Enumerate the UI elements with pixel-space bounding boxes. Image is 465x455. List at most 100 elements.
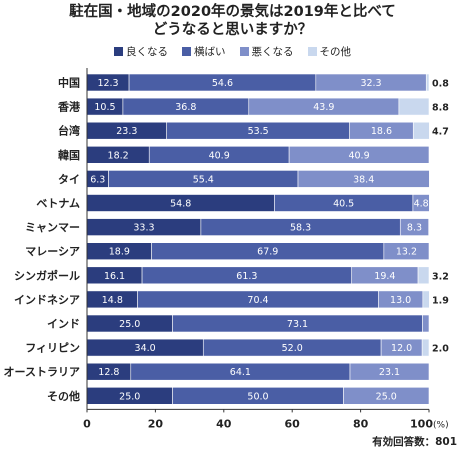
bar-segment-0-3 xyxy=(425,73,430,92)
bar-segment-12-2 xyxy=(349,362,430,381)
legend-swatch-1 xyxy=(182,46,191,56)
bar-segment-13-2 xyxy=(343,386,430,405)
bar-segment-4-2 xyxy=(297,170,430,188)
bar-segment-3-2 xyxy=(288,146,430,164)
data-label-11-1: 52.0 xyxy=(282,343,303,354)
data-label-5-2: 4.8 xyxy=(414,199,429,210)
data-label-2-0: 23.3 xyxy=(116,126,137,137)
data-label-3-1: 40.9 xyxy=(209,150,230,161)
bar-segment-5-2 xyxy=(412,194,430,212)
data-label-8-1: 61.3 xyxy=(236,271,257,282)
category-label-5: ベトナム xyxy=(36,197,80,210)
category-label-1: 香港 xyxy=(57,100,81,114)
data-label-0-2: 32.3 xyxy=(360,78,381,89)
category-label-12: オーストラリア xyxy=(4,366,80,379)
legend-swatch-2 xyxy=(239,46,249,56)
data-label-12-2: 23.1 xyxy=(379,367,400,378)
category-label-8: シンガポール xyxy=(14,268,80,282)
data-label-13-2: 25.0 xyxy=(376,391,397,402)
x-tick-label-1: 20 xyxy=(148,417,164,430)
category-label-10: インド xyxy=(47,318,80,331)
legend-label-1: 横ばい xyxy=(194,45,226,58)
data-label-10-1: 73.1 xyxy=(287,319,308,330)
bar-segment-9-3 xyxy=(422,290,430,309)
category-label-3: 韓国 xyxy=(58,148,80,162)
data-label-2-2: 18.6 xyxy=(371,126,392,137)
bar-segment-10-2 xyxy=(422,314,430,333)
data-label-9-0: 14.8 xyxy=(102,295,123,306)
data-label-4-2: 38.4 xyxy=(353,174,374,185)
data-label-4-1: 55.4 xyxy=(193,174,214,185)
legend-label-2: 悪くなる xyxy=(251,45,294,58)
bar-segment-1-3 xyxy=(398,97,430,116)
category-label-7: マレーシア xyxy=(25,245,80,258)
chart-title-line1: 駐在国・地域の2020年の景気は2019年と比べて xyxy=(69,4,396,20)
data-label-2-1: 53.5 xyxy=(248,126,269,137)
data-label-1-0: 10.5 xyxy=(94,102,115,113)
data-label-0-0: 12.3 xyxy=(97,78,118,89)
chart-title-line2: どうなると思いますか？ xyxy=(152,22,313,38)
data-label-12-0: 12.8 xyxy=(98,367,119,378)
x-tick-label-0: 0 xyxy=(83,417,91,430)
data-label-8-3: 3.2 xyxy=(432,271,449,282)
data-label-0-1: 54.6 xyxy=(212,78,233,89)
legend-label-3: その他 xyxy=(319,45,352,58)
legend-item-0: 良くなる xyxy=(114,44,168,58)
data-label-3-2: 40.9 xyxy=(348,150,369,161)
data-label-4-0: 6.3 xyxy=(90,174,105,185)
data-label-6-2: 8.3 xyxy=(407,223,422,234)
x-axis-unit: (%) xyxy=(433,420,449,430)
data-label-7-1: 67.9 xyxy=(257,247,278,258)
category-label-9: インドネシア xyxy=(14,293,80,306)
data-label-3-0: 18.2 xyxy=(108,150,129,161)
data-label-1-1: 36.8 xyxy=(175,102,196,113)
data-label-5-0: 54.8 xyxy=(170,199,191,210)
category-label-6: ミャンマー xyxy=(25,221,80,234)
data-label-8-2: 19.4 xyxy=(374,271,395,282)
data-label-6-0: 33.3 xyxy=(133,223,154,234)
data-label-7-0: 18.9 xyxy=(109,247,130,258)
data-label-11-3: 2.0 xyxy=(432,344,449,355)
data-label-13-0: 25.0 xyxy=(119,391,140,402)
data-label-12-1: 64.1 xyxy=(230,367,251,378)
legend-item-3: その他 xyxy=(307,44,352,58)
data-label-0-3: 0.8 xyxy=(432,79,449,90)
data-label-11-2: 12.0 xyxy=(391,343,412,354)
data-label-1-3: 8.8 xyxy=(432,103,449,114)
data-label-6-1: 58.3 xyxy=(290,223,311,234)
x-tick-label-3: 60 xyxy=(285,417,301,430)
x-tick-label-2: 40 xyxy=(216,417,232,430)
chart-legend: 良くなる 横ばい 悪くなる その他 xyxy=(0,44,465,58)
data-label-9-3: 1.9 xyxy=(432,295,449,306)
legend-label-0: 良くなる xyxy=(126,45,168,58)
data-label-1-2: 43.9 xyxy=(313,102,334,113)
bar-segment-6-2 xyxy=(399,218,429,236)
data-label-5-1: 40.5 xyxy=(333,199,354,210)
data-label-9-2: 13.0 xyxy=(390,295,411,306)
x-tick-label-5: 100 xyxy=(410,417,433,430)
data-label-11-0: 34.0 xyxy=(135,343,156,354)
legend-item-2: 悪くなる xyxy=(239,44,294,58)
bar-segment-7-2 xyxy=(383,242,430,260)
category-label-0: 中国 xyxy=(58,76,80,90)
bar-segment-8-3 xyxy=(417,266,430,285)
bar-segment-2-3 xyxy=(412,121,430,140)
data-label-10-2: 1.9 xyxy=(431,319,446,330)
legend-item-1: 横ばい xyxy=(182,44,226,58)
bar-segment-11-3 xyxy=(421,338,430,357)
category-label-2: 台湾 xyxy=(58,124,80,138)
legend-swatch-3 xyxy=(307,46,317,56)
data-label-8-0: 16.1 xyxy=(104,271,125,282)
data-label-2-3: 4.7 xyxy=(432,127,449,138)
category-label-13: その他 xyxy=(47,389,80,403)
x-tick-label-4: 80 xyxy=(353,417,369,430)
response-count-note: 有効回答数：801 xyxy=(372,436,457,448)
legend-swatch-0 xyxy=(114,46,123,56)
category-label-4: タイ xyxy=(58,173,80,186)
data-label-13-1: 50.0 xyxy=(247,391,268,402)
data-label-7-2: 13.2 xyxy=(396,247,417,258)
category-label-11: フィリピン xyxy=(25,342,80,355)
data-label-9-1: 70.4 xyxy=(247,295,268,306)
data-label-10-0: 25.0 xyxy=(119,319,140,330)
